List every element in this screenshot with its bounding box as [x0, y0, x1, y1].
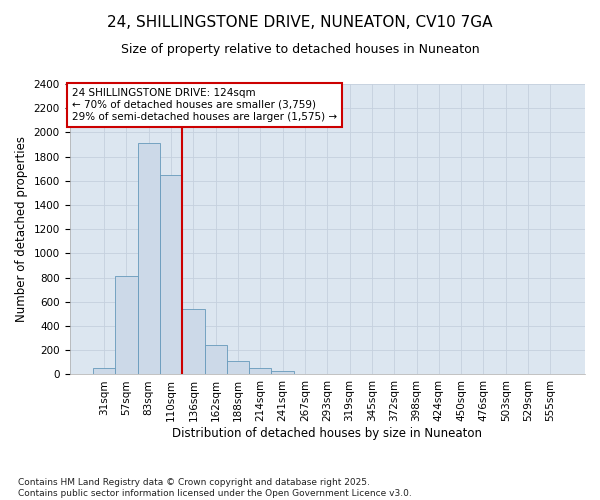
Bar — [115, 276, 137, 374]
Bar — [137, 144, 160, 374]
X-axis label: Distribution of detached houses by size in Nuneaton: Distribution of detached houses by size … — [172, 427, 482, 440]
Text: Size of property relative to detached houses in Nuneaton: Size of property relative to detached ho… — [121, 42, 479, 56]
Bar — [249, 368, 271, 374]
Text: Contains HM Land Registry data © Crown copyright and database right 2025.
Contai: Contains HM Land Registry data © Crown c… — [18, 478, 412, 498]
Bar — [227, 361, 249, 374]
Bar — [182, 308, 205, 374]
Y-axis label: Number of detached properties: Number of detached properties — [15, 136, 28, 322]
Bar — [205, 346, 227, 374]
Bar — [160, 175, 182, 374]
Text: 24, SHILLINGSTONE DRIVE, NUNEATON, CV10 7GA: 24, SHILLINGSTONE DRIVE, NUNEATON, CV10 … — [107, 15, 493, 30]
Bar — [93, 368, 115, 374]
Text: 24 SHILLINGSTONE DRIVE: 124sqm
← 70% of detached houses are smaller (3,759)
29% : 24 SHILLINGSTONE DRIVE: 124sqm ← 70% of … — [72, 88, 337, 122]
Bar — [271, 372, 294, 374]
